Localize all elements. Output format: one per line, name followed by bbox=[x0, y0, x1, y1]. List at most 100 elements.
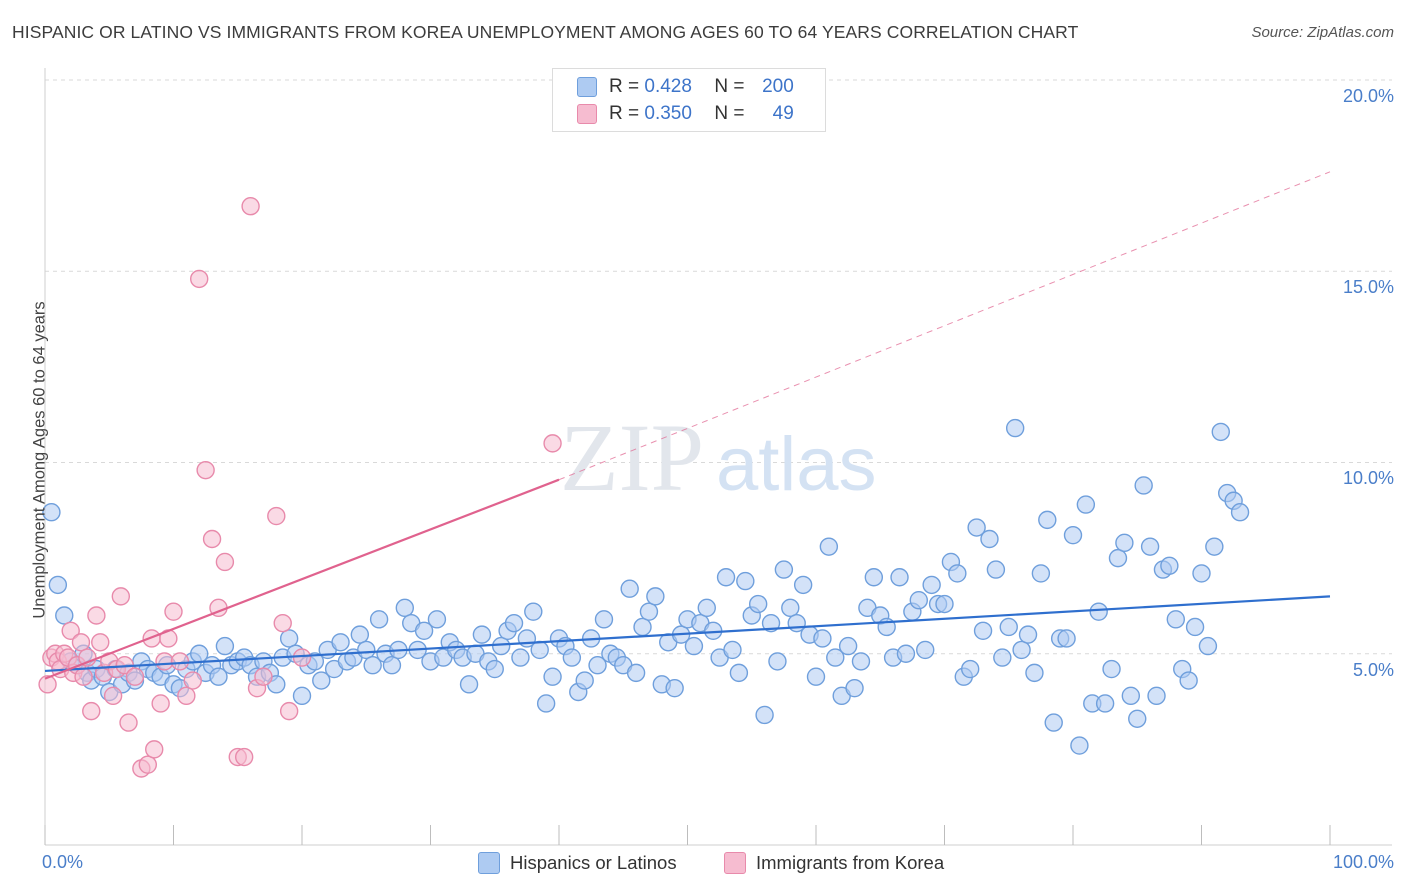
data-point bbox=[1140, 537, 1160, 556]
n-value: 49 bbox=[772, 103, 794, 124]
data-point bbox=[993, 648, 1012, 667]
data-point bbox=[145, 740, 164, 759]
data-point bbox=[1063, 525, 1083, 545]
trend-lines bbox=[44, 171, 1331, 680]
data-point bbox=[279, 629, 299, 648]
data-point bbox=[1025, 663, 1044, 683]
data-point bbox=[78, 648, 97, 667]
data-point bbox=[164, 602, 183, 621]
data-point bbox=[177, 686, 196, 706]
n-label: N = bbox=[714, 103, 745, 124]
data-point bbox=[170, 652, 190, 671]
data-point bbox=[755, 705, 774, 725]
axes bbox=[44, 68, 1392, 846]
data-point bbox=[138, 755, 158, 774]
data-point bbox=[896, 644, 916, 663]
watermark-atlas: atlas bbox=[716, 422, 877, 507]
data-point bbox=[1205, 537, 1224, 556]
data-point bbox=[851, 652, 871, 671]
x-tick-label-left: 0.0% bbox=[42, 852, 84, 872]
data-point bbox=[1005, 418, 1025, 438]
data-point bbox=[459, 675, 479, 694]
data-point bbox=[234, 747, 254, 767]
data-point bbox=[82, 701, 101, 721]
data-point bbox=[61, 621, 80, 640]
data-point bbox=[91, 633, 110, 652]
legend-item-hispanics[interactable]: Hispanics or Latinos bbox=[478, 852, 677, 874]
data-point bbox=[273, 613, 292, 633]
data-point bbox=[890, 568, 909, 587]
n-value: 200 bbox=[762, 76, 794, 97]
trend-line-hispanics bbox=[44, 595, 1331, 673]
data-point bbox=[292, 686, 312, 706]
data-point bbox=[543, 667, 562, 686]
data-point bbox=[916, 640, 935, 660]
data-point bbox=[331, 633, 350, 652]
r-label: R = bbox=[609, 76, 640, 97]
watermark-zip: ZIP bbox=[560, 404, 704, 511]
y-tick-label: 15.0% bbox=[1342, 277, 1394, 297]
x-tick-label-right: 100.0% bbox=[1332, 852, 1394, 872]
data-point bbox=[768, 652, 787, 671]
data-point bbox=[986, 560, 1006, 579]
data-point bbox=[562, 648, 582, 667]
data-point bbox=[491, 636, 511, 656]
data-point bbox=[967, 518, 986, 537]
grid-lines bbox=[45, 79, 1392, 655]
legend-label: Immigrants from Korea bbox=[756, 852, 945, 873]
data-point bbox=[530, 640, 549, 660]
stats-legend: R = 0.428 N = 200 R = 0.350 N = 49 bbox=[552, 68, 826, 132]
r-value: 0.350 bbox=[644, 103, 692, 124]
data-point bbox=[838, 636, 858, 656]
data-point bbox=[241, 197, 260, 216]
y-tick-label: 20.0% bbox=[1342, 86, 1394, 106]
data-point bbox=[626, 663, 646, 683]
data-point bbox=[427, 610, 447, 629]
data-point bbox=[1044, 713, 1063, 732]
data-point bbox=[215, 552, 235, 572]
data-point bbox=[1108, 548, 1128, 568]
data-point bbox=[1089, 602, 1108, 621]
pink-swatch bbox=[724, 852, 746, 874]
data-point bbox=[620, 579, 639, 598]
data-point bbox=[472, 625, 492, 644]
data-point bbox=[864, 568, 884, 587]
data-point bbox=[819, 537, 839, 556]
legend-item-korea[interactable]: Immigrants from Korea bbox=[724, 852, 944, 874]
data-point bbox=[202, 529, 222, 549]
data-point bbox=[1134, 476, 1153, 495]
legend-row-hispanics: R = 0.428 N = 200 bbox=[577, 75, 794, 99]
data-point bbox=[42, 503, 61, 522]
data-point bbox=[511, 648, 530, 667]
data-point bbox=[781, 598, 800, 618]
data-point bbox=[279, 701, 299, 721]
legend-label: Hispanics or Latinos bbox=[510, 852, 677, 873]
y-tick-label: 10.0% bbox=[1342, 468, 1394, 488]
data-point bbox=[697, 598, 716, 618]
data-point bbox=[639, 602, 659, 621]
data-point bbox=[395, 598, 414, 618]
series-legend: Hispanics or Latinos Immigrants from Kor… bbox=[0, 852, 1406, 878]
pink-swatch bbox=[577, 104, 597, 124]
data-point bbox=[1166, 610, 1186, 629]
source-label: Source: ZipAtlas.com bbox=[1251, 24, 1394, 41]
data-point bbox=[961, 659, 980, 679]
data-point bbox=[1198, 636, 1218, 656]
data-point bbox=[684, 636, 704, 656]
data-point bbox=[1076, 495, 1096, 514]
blue-swatch bbox=[478, 852, 500, 874]
data-point bbox=[71, 633, 91, 652]
data-point bbox=[922, 575, 941, 595]
data-point bbox=[382, 656, 402, 675]
trend-line-korea bbox=[44, 478, 560, 680]
data-point bbox=[723, 640, 742, 660]
data-point bbox=[1095, 694, 1115, 713]
data-point bbox=[1115, 533, 1134, 553]
data-point bbox=[973, 621, 993, 640]
data-point bbox=[845, 678, 864, 698]
data-point bbox=[151, 694, 170, 713]
data-point bbox=[55, 606, 74, 625]
data-point bbox=[948, 564, 967, 583]
data-point bbox=[826, 648, 845, 667]
data-point bbox=[1018, 625, 1038, 644]
